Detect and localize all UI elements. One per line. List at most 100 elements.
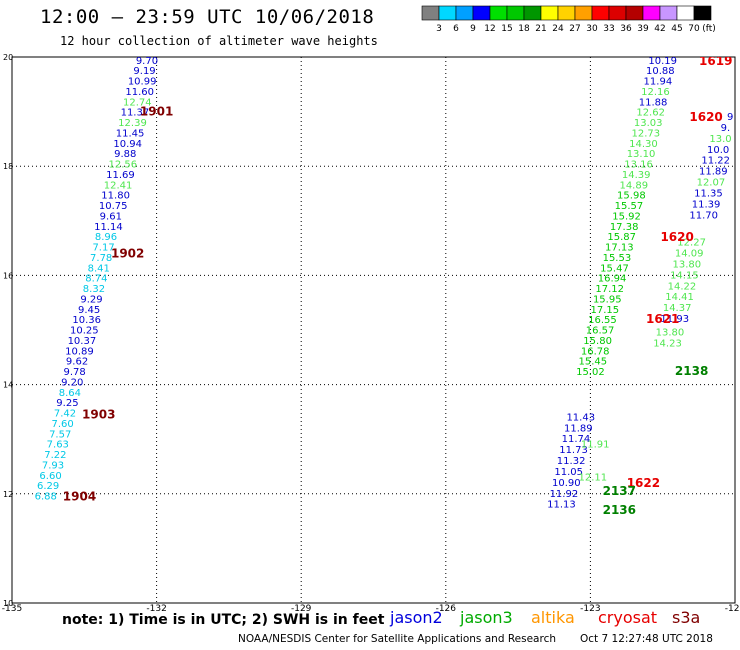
colorbar-label: 33 bbox=[603, 24, 614, 34]
colorbar-label: 42 bbox=[654, 24, 665, 34]
x-tick-label: -120 bbox=[725, 604, 740, 614]
wave-height-value: 8.96 bbox=[95, 232, 117, 243]
colorbar-label: 18 bbox=[518, 24, 530, 34]
credit-text: NOAA/NESDIS Center for Satellite Applica… bbox=[238, 633, 556, 645]
wave-height-value: 16.57 bbox=[586, 326, 615, 337]
pass-time-label: 2138 bbox=[675, 364, 708, 378]
y-tick-label: 18 bbox=[3, 162, 13, 171]
wave-height-value: 11.37 bbox=[121, 108, 150, 119]
colorbar-label: 15 bbox=[501, 24, 512, 34]
wave-height-value: 15.02 bbox=[576, 367, 605, 378]
wave-height-value: 14.15 bbox=[670, 270, 699, 281]
y-tick-label: 20 bbox=[3, 53, 13, 62]
wave-height-value: 9.70 bbox=[136, 56, 158, 67]
wave-height-value: 9.78 bbox=[64, 367, 86, 378]
wave-height-value: 16.94 bbox=[598, 274, 627, 285]
wave-height-value: 11.92 bbox=[550, 489, 579, 500]
y-tick-label: 12 bbox=[3, 490, 13, 499]
wave-height-value: 7.60 bbox=[51, 419, 73, 430]
wave-height-value: 14.41 bbox=[665, 292, 694, 303]
wave-height-value: 15.45 bbox=[578, 357, 607, 368]
wave-height-value: 15.53 bbox=[603, 253, 632, 264]
legend-cryosat: cryosat bbox=[598, 608, 658, 627]
wave-height-value: 10.0 bbox=[707, 145, 729, 156]
wave-height-value: 10.88 bbox=[646, 66, 675, 77]
wave-height-value: 11.73 bbox=[559, 445, 588, 456]
wave-height-value: 9. bbox=[721, 123, 731, 134]
wave-height-value: 12.62 bbox=[636, 108, 665, 119]
wave-height-value: 9.88 bbox=[114, 149, 136, 160]
wave-height-value: 9.62 bbox=[66, 357, 88, 368]
wave-height-value: 11.45 bbox=[116, 128, 145, 139]
wave-height-value: 8.74 bbox=[85, 274, 107, 285]
y-tick-label: 10 bbox=[3, 599, 13, 608]
wave-height-value: 17.13 bbox=[605, 243, 634, 254]
wave-height-value: 9.45 bbox=[78, 305, 100, 316]
wave-height-value: 10.94 bbox=[113, 139, 142, 150]
wave-height-value: 16.78 bbox=[581, 346, 610, 357]
colorbar-label: 70 bbox=[688, 24, 700, 34]
wave-height-value: 10.90 bbox=[552, 478, 581, 489]
pass-time-label: 1622 bbox=[627, 476, 660, 490]
pass-time-label: 1620 bbox=[660, 230, 693, 244]
wave-height-value: 9.25 bbox=[56, 398, 78, 409]
wave-height-value: 15.57 bbox=[615, 201, 644, 212]
wave-height-value: 11.14 bbox=[94, 222, 123, 233]
pass-time-label: 1902 bbox=[111, 247, 144, 261]
wave-height-value: 10.25 bbox=[70, 326, 99, 337]
legend-jason2: jason2 bbox=[390, 608, 443, 627]
pass-time-label: 1619 bbox=[699, 54, 732, 68]
chart-subtitle: 12 hour collection of altimeter wave hei… bbox=[60, 34, 378, 48]
wave-height-value: 9.29 bbox=[80, 294, 102, 305]
wave-height-value: 11.93 bbox=[660, 314, 689, 325]
wave-height-value: 9.61 bbox=[100, 211, 122, 222]
wave-height-value: 14.37 bbox=[663, 303, 692, 314]
legend-s3a: s3a bbox=[672, 608, 701, 627]
pass-time-label: 1904 bbox=[63, 490, 96, 504]
wave-height-value: 14.09 bbox=[675, 249, 704, 260]
colorbar-label: 45 bbox=[671, 24, 682, 34]
wave-height-value: 11.91 bbox=[581, 440, 610, 451]
wave-height-value: 7.57 bbox=[49, 429, 71, 440]
wave-height-value: 12.41 bbox=[104, 180, 133, 191]
wave-height-value: 6.29 bbox=[37, 481, 59, 492]
wave-height-value: 14.39 bbox=[622, 170, 651, 181]
pass-time-label: 2136 bbox=[603, 503, 636, 517]
wave-height-value: 11.39 bbox=[692, 199, 721, 210]
colorbar-label: 21 bbox=[535, 24, 546, 34]
wave-height-value: 13.16 bbox=[624, 160, 653, 171]
wave-height-value: 11.43 bbox=[566, 412, 595, 423]
wave-height-value: 9.20 bbox=[61, 377, 83, 388]
wave-height-value: 15.87 bbox=[607, 232, 636, 243]
wave-height-value: 17.15 bbox=[591, 305, 620, 316]
wave-height-value: 9 bbox=[727, 112, 733, 123]
wave-height-value: 7.17 bbox=[92, 243, 114, 254]
wave-height-value: 11.74 bbox=[562, 434, 591, 445]
wave-height-value: 14.23 bbox=[653, 339, 682, 350]
wave-height-value: 11.89 bbox=[699, 167, 728, 178]
wave-height-value: 13.03 bbox=[634, 118, 663, 129]
generation-timestamp: Oct 7 12:27:48 UTC 2018 bbox=[580, 633, 713, 645]
wave-height-value: 10.36 bbox=[72, 315, 101, 326]
wave-height-value: 6.60 bbox=[39, 471, 61, 482]
pass-time-label: 1621 bbox=[646, 312, 679, 326]
wave-height-value: 12.16 bbox=[641, 87, 670, 98]
pass-time-label: 2137 bbox=[603, 484, 636, 498]
wave-height-value: 8.32 bbox=[83, 284, 105, 295]
wave-height-value: 15.80 bbox=[583, 336, 612, 347]
colorbar-label: 9 bbox=[470, 24, 476, 34]
colorbar: 3 6 9 12 15 18 21 24 27 30 33 36 39 42 45 70 (ft) bbox=[421, 5, 716, 34]
colorbar-label: 27 bbox=[569, 24, 580, 34]
wave-height-value: 7.93 bbox=[42, 460, 64, 471]
wave-height-value: 11.05 bbox=[554, 467, 583, 478]
x-tick-label: -129 bbox=[291, 604, 312, 614]
chart-title: 12:00 – 23:59 UTC 10/06/2018 bbox=[40, 6, 375, 28]
wave-height-value: 11.32 bbox=[557, 456, 586, 467]
wave-height-value: 15.92 bbox=[612, 211, 641, 222]
wave-height-value: 10.89 bbox=[65, 346, 94, 357]
wave-height-value: 14.89 bbox=[619, 180, 648, 191]
wave-height-value: 11.94 bbox=[644, 77, 673, 88]
colorbar-unit: (ft) bbox=[702, 24, 716, 34]
wave-height-value: 14.30 bbox=[629, 139, 658, 150]
